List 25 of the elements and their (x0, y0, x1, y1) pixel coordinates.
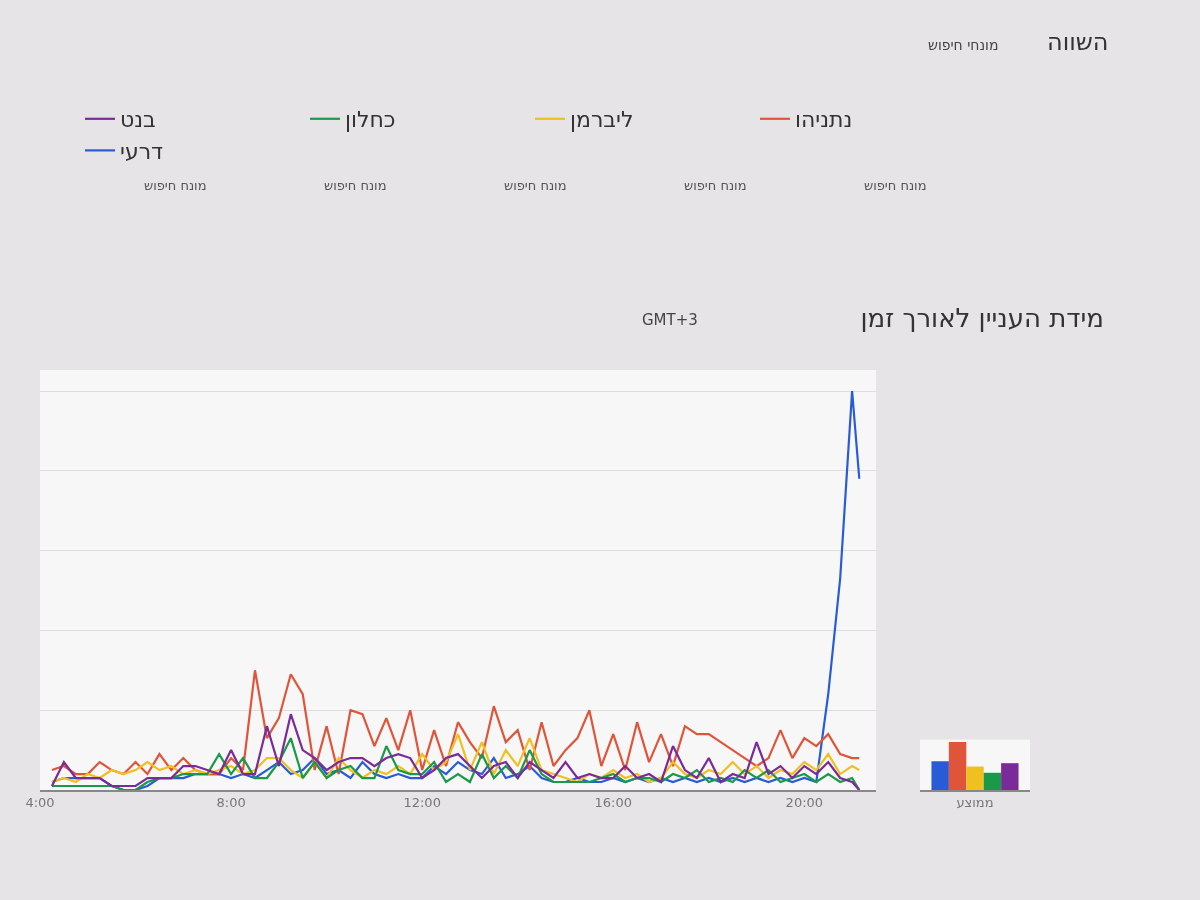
bar (966, 766, 984, 790)
legend-label: בנט (120, 107, 156, 133)
legend-label: דרעי (120, 138, 164, 164)
text: מונח חיפוש (684, 178, 747, 193)
x-tick-label: 8:00 (216, 795, 246, 811)
text: מונח חיפוש (864, 178, 927, 193)
bar (931, 761, 949, 790)
chart-subtitle: GMT+3 (642, 311, 698, 329)
bar (948, 742, 967, 790)
text: השווה (1047, 28, 1109, 56)
bar (983, 772, 1002, 790)
x-tick-label: 16:00 (594, 795, 632, 811)
x-tick-label: 12:00 (403, 795, 441, 811)
text: מונח חיפוש (324, 178, 387, 193)
text: מידת העניין לאורך זמן (860, 303, 1104, 334)
legend-label: כחלון (345, 107, 396, 133)
x-tick-label: 20:00 (785, 795, 824, 811)
bar (1001, 763, 1019, 790)
text: מונח חיפוש (504, 178, 567, 193)
text: מונחי חיפוש (928, 37, 999, 53)
x-tick-label: ממוצע (956, 795, 994, 811)
x-tick-label: 4:00 (25, 795, 55, 811)
legend-label: נתניהו (795, 107, 853, 133)
text: מונח חיפוש (144, 178, 207, 193)
legend-label: ליברמן (570, 107, 634, 133)
